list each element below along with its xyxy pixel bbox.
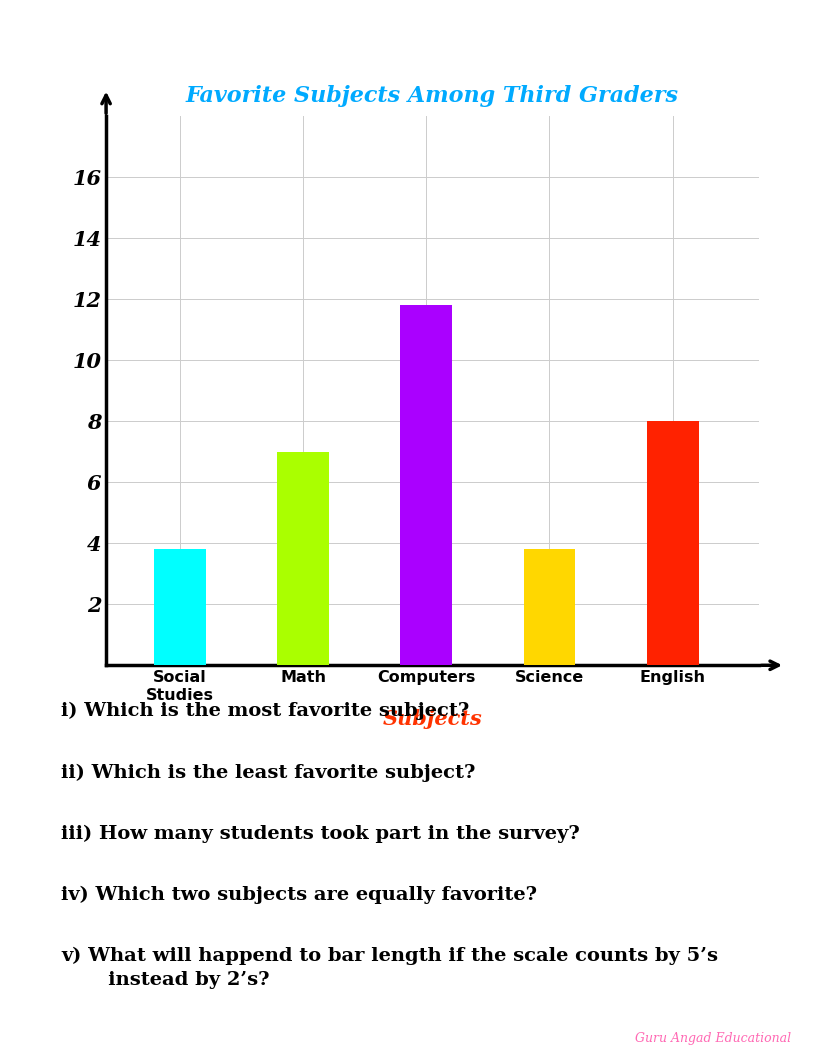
Bar: [524, 549, 575, 665]
Bar: [401, 305, 452, 665]
Text: iii) How many students took part in the survey?: iii) How many students took part in the …: [61, 825, 580, 843]
Bar: [647, 421, 698, 665]
Bar: [154, 549, 206, 665]
Text: i) Which is the most favorite subject?: i) Which is the most favorite subject?: [61, 702, 469, 720]
Bar: [277, 452, 329, 665]
Text: iv) Which two subjects are equally favorite?: iv) Which two subjects are equally favor…: [61, 886, 537, 904]
Text: ii) Which is the least favorite subject?: ii) Which is the least favorite subject?: [61, 763, 476, 781]
Text: Guru Angad Educational: Guru Angad Educational: [636, 1033, 792, 1045]
Title: Favorite Subjects Among Third Graders: Favorite Subjects Among Third Graders: [186, 86, 679, 108]
X-axis label: Subjects: Subjects: [383, 710, 482, 730]
Text: v) What will happend to bar length if the scale counts by 5’s
       instead by : v) What will happend to bar length if th…: [61, 947, 718, 989]
